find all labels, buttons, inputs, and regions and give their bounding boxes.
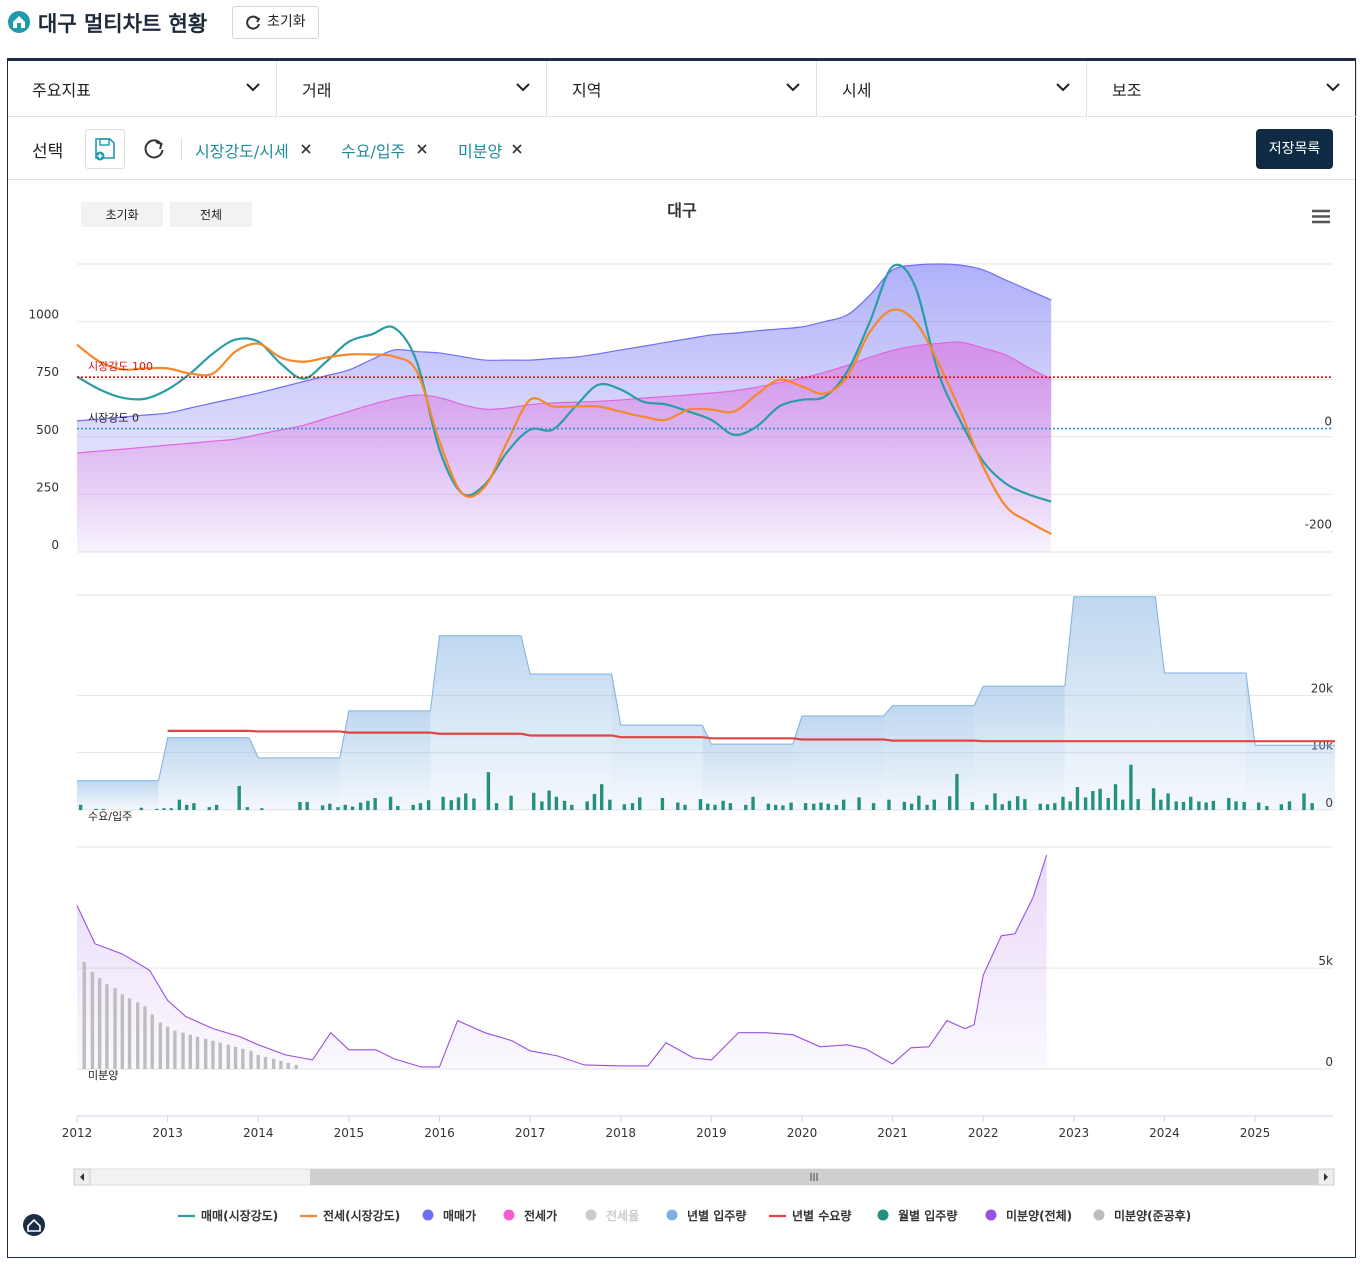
save-button[interactable] [85,129,125,169]
dropdown-menu[interactable]: 시세 [818,61,1087,117]
dropdown-menu[interactable]: 거래 [278,61,547,117]
selection-row [8,118,1355,180]
chevron [516,83,530,92]
panel-frame [7,58,1356,1258]
dropdown-label: 시세 [842,81,872,100]
tag-label[interactable]: 수요/입주 [341,142,406,161]
tag-remove[interactable] [511,143,523,155]
chevron [246,83,260,92]
chevron [786,83,800,92]
tag-remove[interactable] [416,143,428,155]
tag-label[interactable]: 미분양 [458,142,503,161]
dropdown-label: 주요지표 [32,81,91,100]
dropdown-label: 지역 [572,81,602,100]
dropdown-menu[interactable]: 주요지표 [8,61,277,117]
tag-label[interactable]: 시장강도/시세 [195,142,289,161]
chevron [1326,83,1340,92]
dropdown-label: 보조 [1112,81,1142,100]
saved-list-button[interactable]: 저장목록 [1256,129,1333,169]
refresh-button[interactable] [142,137,166,161]
reset-button[interactable]: 초기화 [232,6,319,39]
chevron [1056,83,1070,92]
page-title: 대구 멀티차트 현황 [38,12,208,36]
reset-label: 초기화 [267,14,306,30]
dropdown-menu[interactable]: 보조 [1088,61,1357,117]
selection-label: 선택 [32,142,64,162]
tag-remove[interactable] [300,143,312,155]
divider [181,138,182,160]
reset-icon [246,15,261,30]
logo-icon [8,11,30,33]
dropdown-label: 거래 [302,81,332,100]
dropdown-menu[interactable]: 지역 [548,61,817,117]
